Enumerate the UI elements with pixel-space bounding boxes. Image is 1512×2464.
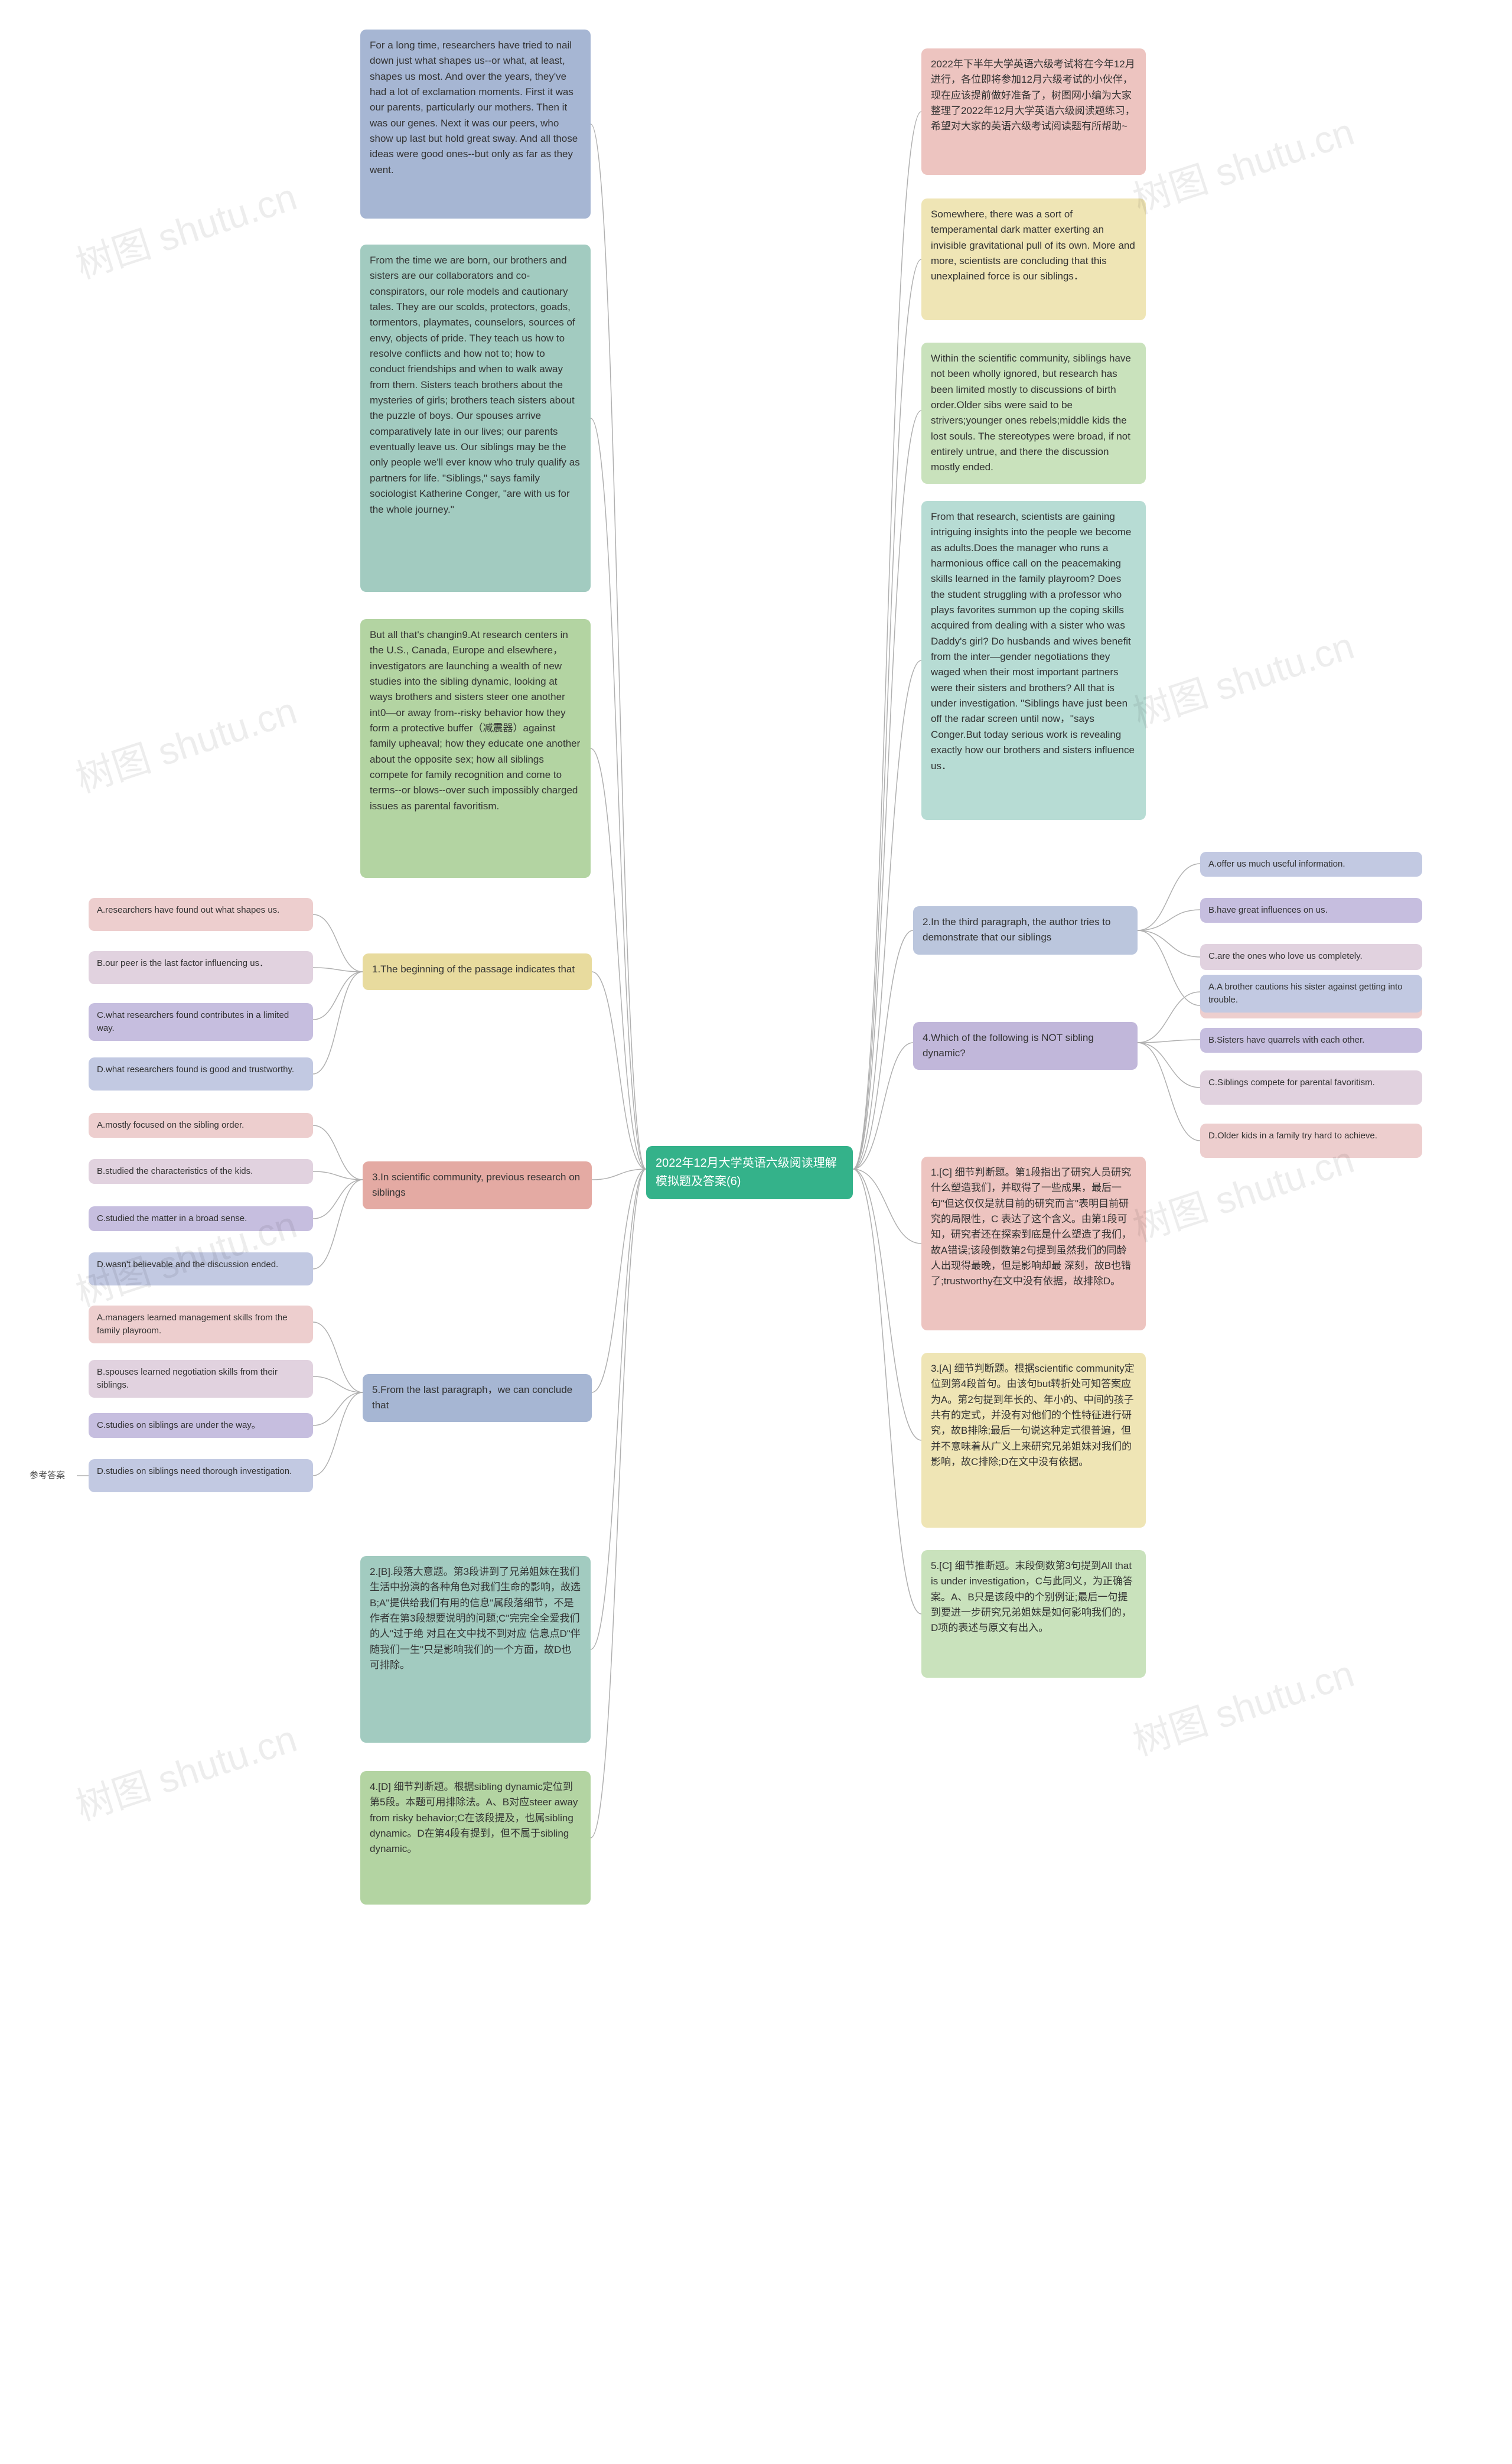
watermark-6: 树图 shutu.cn xyxy=(68,1708,302,1831)
left-node-ans4: 4.[D] 细节判断题。根据sibling dynamic定位到第5段。本题可用… xyxy=(360,1771,591,1905)
connector xyxy=(592,1169,646,1392)
connector xyxy=(853,411,921,1169)
root-root: 2022年12月大学英语六级阅读理解模拟题及答案(6) xyxy=(646,1146,853,1199)
q4-option-q4a: A.A brother cautions his sister against … xyxy=(1200,975,1422,1013)
connector xyxy=(313,1180,363,1269)
watermark-7: 树图 shutu.cn xyxy=(1125,1643,1360,1766)
right-node-a1: 1.[C] 细节判断题。第1段指出了研究人员研究什么塑造我们，并取得了一些成果，… xyxy=(921,1157,1146,1330)
q5-option-q5b: B.spouses learned negotiation skills fro… xyxy=(89,1360,313,1398)
connector xyxy=(313,1180,363,1219)
q4-option-q4d: D.Older kids in a family try hard to ach… xyxy=(1200,1124,1422,1158)
q3-option-q3a: A.mostly focused on the sibling order. xyxy=(89,1113,313,1138)
watermark-2: 树图 shutu.cn xyxy=(68,681,302,803)
left-node-l2: From the time we are born, our brothers … xyxy=(360,245,591,592)
q5-option-q5c: C.studies on siblings are under the way。 xyxy=(89,1413,313,1438)
right-node-a3: 3.[A] 细节判断题。根据scientific community定位到第4段… xyxy=(921,1353,1146,1528)
connector xyxy=(853,1169,921,1244)
right-node-r3: Within the scientific community, sibling… xyxy=(921,343,1146,484)
q2-option-q2a: A.offer us much useful information. xyxy=(1200,852,1422,877)
connector xyxy=(313,1171,363,1180)
q1-option-q1b: B.our peer is the last factor influencin… xyxy=(89,951,313,984)
right-node-a5: 5.[C] 细节推断题。末段倒数第3句提到All that is under i… xyxy=(921,1550,1146,1678)
connector xyxy=(591,1169,646,1649)
connector xyxy=(853,1043,913,1169)
connector xyxy=(313,1322,363,1392)
q3-option-q3b: B.studied the characteristics of the kid… xyxy=(89,1159,313,1184)
left-node-q1: 1.The beginning of the passage indicates… xyxy=(363,953,592,990)
right-node-r4: From that research, scientists are gaini… xyxy=(921,501,1146,820)
connector xyxy=(313,968,363,972)
left-node-ans2: 2.[B].段落大意题。第3段讲到了兄弟姐妹在我们生活中扮演的各种角色对我们生命… xyxy=(360,1556,591,1743)
connector xyxy=(1138,910,1200,930)
connector xyxy=(591,748,646,1169)
q5-option-q5d: D.studies on siblings need thorough inve… xyxy=(89,1459,313,1492)
connector xyxy=(1138,864,1200,930)
q4-option-q4b: B.Sisters have quarrels with each other. xyxy=(1200,1028,1422,1053)
left-node-l3: But all that's changin9.At research cent… xyxy=(360,619,591,878)
q1-option-q1d: D.what researchers found is good and tru… xyxy=(89,1057,313,1091)
q3-option-q3d: D.wasn't believable and the discussion e… xyxy=(89,1252,313,1285)
watermark-1: 树图 shutu.cn xyxy=(1125,102,1360,224)
connector xyxy=(853,1169,921,1614)
left-node-q3: 3.In scientific community, previous rese… xyxy=(363,1161,592,1209)
right-node-r2: Somewhere, there was a sort of temperame… xyxy=(921,198,1146,320)
connector xyxy=(853,660,921,1169)
connector xyxy=(313,1125,363,1180)
connector xyxy=(1138,1043,1200,1141)
connector xyxy=(853,112,921,1169)
q5-option-q5a: A.managers learned management skills fro… xyxy=(89,1306,313,1343)
connector xyxy=(313,1376,363,1392)
connector xyxy=(313,914,363,972)
connector xyxy=(313,1392,363,1476)
q1-option-q1a: A.researchers have found out what shapes… xyxy=(89,898,313,931)
right-node-q2: 2.In the third paragraph, the author tri… xyxy=(913,906,1138,955)
right-node-q4: 4.Which of the following is NOT sibling … xyxy=(913,1022,1138,1070)
ref-label: 参考答案 xyxy=(30,1469,65,1481)
connectors-svg xyxy=(0,0,1512,2464)
right-node-r1: 2022年下半年大学英语六级考试将在今年12月进行，各位即将参加12月六级考试的… xyxy=(921,48,1146,175)
watermark-3: 树图 shutu.cn xyxy=(1125,616,1360,738)
connector xyxy=(592,1169,646,1180)
connector xyxy=(313,1392,363,1425)
connector xyxy=(313,972,363,1074)
q2-option-q2c: C.are the ones who love us completely. xyxy=(1200,944,1422,970)
q3-option-q3c: C.studied the matter in a broad sense. xyxy=(89,1206,313,1231)
connector xyxy=(313,972,363,1020)
q1-option-q1c: C.what researchers found contributes in … xyxy=(89,1003,313,1041)
left-node-q5: 5.From the last paragraph，we can conclud… xyxy=(363,1374,592,1422)
left-node-l1: For a long time, researchers have tried … xyxy=(360,30,591,219)
q4-option-q4c: C.Siblings compete for parental favoriti… xyxy=(1200,1070,1422,1105)
connector xyxy=(1138,992,1200,1043)
connector xyxy=(1138,1040,1200,1043)
connector xyxy=(853,930,913,1169)
connector xyxy=(1138,930,1200,957)
q2-option-q2b: B.have great influences on us. xyxy=(1200,898,1422,923)
connector xyxy=(1138,1043,1200,1088)
connector xyxy=(1138,930,1200,1005)
watermark-0: 树图 shutu.cn xyxy=(68,167,302,289)
connector xyxy=(591,1169,646,1838)
connector xyxy=(592,972,646,1169)
connector xyxy=(853,1169,921,1440)
connector xyxy=(591,124,646,1169)
connector xyxy=(853,259,921,1169)
connector xyxy=(591,418,646,1169)
